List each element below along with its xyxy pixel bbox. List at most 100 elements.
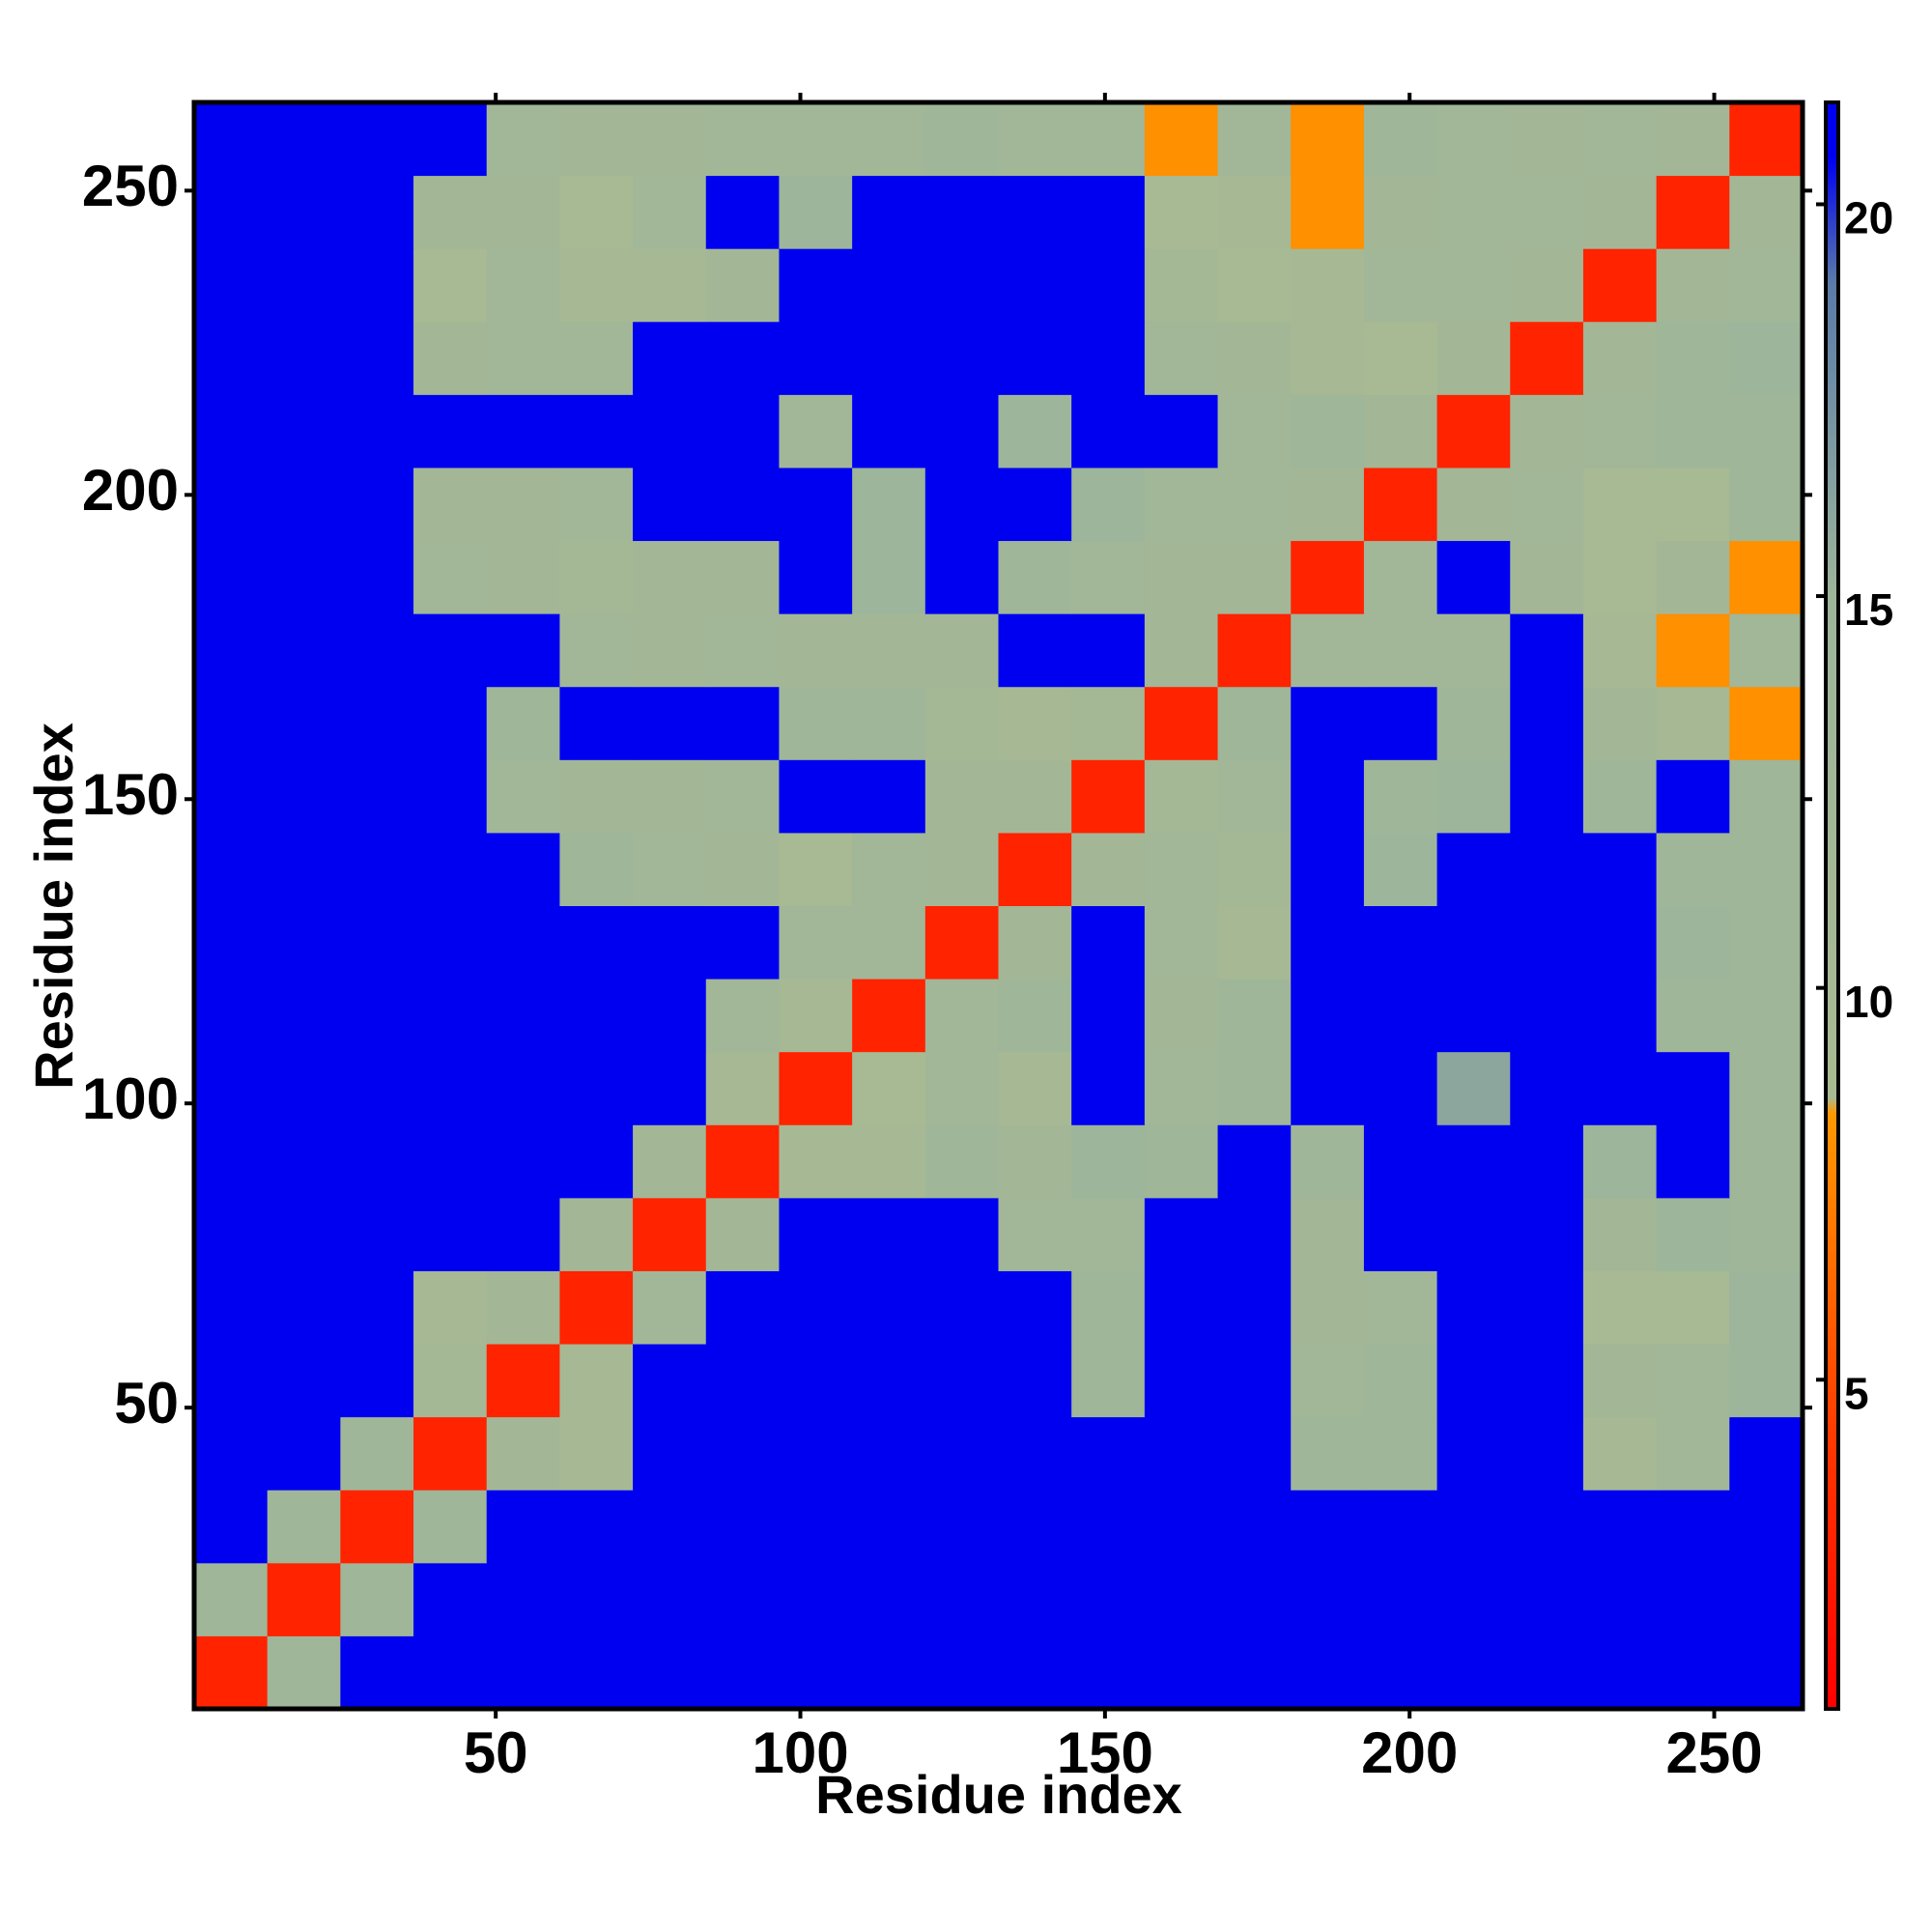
heatmap-cell [194, 832, 269, 906]
heatmap-cell [559, 1124, 634, 1199]
heatmap-cell [559, 175, 634, 249]
heatmap-cell [779, 175, 853, 249]
heatmap-cell [486, 1416, 560, 1491]
heatmap-cell [998, 1197, 1072, 1271]
heatmap-cell [1510, 686, 1584, 760]
heatmap-cell [486, 905, 560, 980]
heatmap-cell [340, 979, 414, 1053]
heatmap-cell [559, 540, 634, 614]
heatmap-cell [1217, 1490, 1292, 1564]
heatmap-cell [1217, 759, 1292, 834]
heatmap-cell [194, 1270, 269, 1345]
heatmap-cell [705, 1270, 780, 1345]
heatmap-cell [1291, 248, 1365, 323]
y-axis-title: Residue index [23, 723, 84, 1090]
heatmap-cell [924, 613, 999, 688]
heatmap-cell [998, 394, 1072, 469]
heatmap-cell [633, 905, 707, 980]
heatmap-cell [1363, 1124, 1438, 1199]
heatmap-cell [267, 759, 341, 834]
heatmap-cell [194, 1124, 269, 1199]
heatmap-cell [1582, 1051, 1658, 1125]
heatmap-cell [559, 759, 634, 834]
heatmap-cell [779, 686, 853, 760]
heatmap-cell [1656, 686, 1730, 760]
heatmap-cell [413, 175, 488, 249]
heatmap-cell [1729, 613, 1804, 688]
heatmap-cell [633, 1416, 707, 1491]
heatmap-cell [1363, 1490, 1438, 1564]
heatmap-cell [998, 248, 1072, 323]
heatmap-cell [1144, 321, 1219, 395]
heatmap-cell [1071, 1124, 1146, 1199]
heatmap-cell [1729, 1197, 1804, 1271]
heatmap-cell [194, 686, 269, 760]
heatmap-cell [779, 1051, 853, 1125]
heatmap-cell [194, 979, 269, 1053]
heatmap-cell [1217, 1562, 1292, 1636]
heatmap-cell [633, 759, 707, 834]
heatmap-cell [705, 540, 780, 614]
heatmap-cell [633, 1197, 707, 1271]
heatmap-cell [1363, 905, 1438, 980]
heatmap-cell [1144, 467, 1219, 542]
heatmap-cell [1363, 832, 1438, 906]
heatmap-cell [852, 467, 926, 542]
heatmap-cell [998, 1270, 1072, 1345]
heatmap-cell [779, 540, 853, 614]
heatmap-cell [1656, 1344, 1730, 1418]
heatmap-cell [413, 1270, 488, 1345]
heatmap-cell [998, 613, 1072, 688]
heatmap-cell [633, 686, 707, 760]
heatmap-cell [194, 1562, 269, 1636]
heatmap-cell [1729, 686, 1804, 760]
heatmap-cell [1217, 321, 1292, 395]
heatmap-cell [1436, 394, 1511, 469]
heatmap-cell [1363, 1635, 1438, 1710]
heatmap-cell [852, 905, 926, 980]
heatmap-cell [1217, 467, 1292, 542]
heatmap-cell [1436, 1490, 1511, 1564]
heatmap-cell [1729, 1562, 1804, 1636]
heatmap-cell [779, 613, 853, 688]
x-tick-label: 100 [752, 1720, 848, 1785]
heatmap-cell [486, 1051, 560, 1125]
heatmap-cell [1363, 175, 1438, 249]
heatmap-cell [1217, 832, 1292, 906]
x-tick-label: 150 [1057, 1720, 1153, 1785]
heatmap-cell [924, 1124, 999, 1199]
heatmap-cell [1510, 102, 1584, 177]
heatmap-cell [413, 102, 488, 177]
heatmap-cell [1436, 686, 1511, 760]
heatmap-cell [486, 394, 560, 469]
heatmap-cell [1436, 1051, 1511, 1125]
heatmap-cell [705, 175, 780, 249]
heatmap-cell [559, 1051, 634, 1125]
heatmap-cell [1729, 1416, 1804, 1491]
heatmap-cell [1363, 759, 1438, 834]
heatmap-cell [1582, 1270, 1658, 1345]
heatmap-cell [1510, 1416, 1584, 1491]
heatmap-cell [1217, 905, 1292, 980]
heatmap-cell [267, 979, 341, 1053]
heatmap-cell [413, 1562, 488, 1636]
heatmap-cell [1217, 979, 1292, 1053]
heatmap-cell [1436, 613, 1511, 688]
heatmap-cell [1291, 759, 1365, 834]
heatmap-cell [1217, 1416, 1292, 1491]
heatmap-cell [1436, 1635, 1511, 1710]
heatmap-cell [559, 248, 634, 323]
heatmap-cell [924, 1490, 999, 1564]
heatmap-cell [779, 1562, 853, 1636]
heatmap-cell [705, 979, 780, 1053]
heatmap-cell [1510, 1344, 1584, 1418]
heatmap-cell [1436, 467, 1511, 542]
heatmap-cell [1363, 1344, 1438, 1418]
heatmap-cell [486, 979, 560, 1053]
heatmap-cell [194, 759, 269, 834]
heatmap-cell [779, 832, 853, 906]
heatmap-cell [413, 905, 488, 980]
heatmap-cell [1291, 1562, 1365, 1636]
heatmap-cell [1144, 540, 1219, 614]
heatmap-cell [1582, 1562, 1658, 1636]
